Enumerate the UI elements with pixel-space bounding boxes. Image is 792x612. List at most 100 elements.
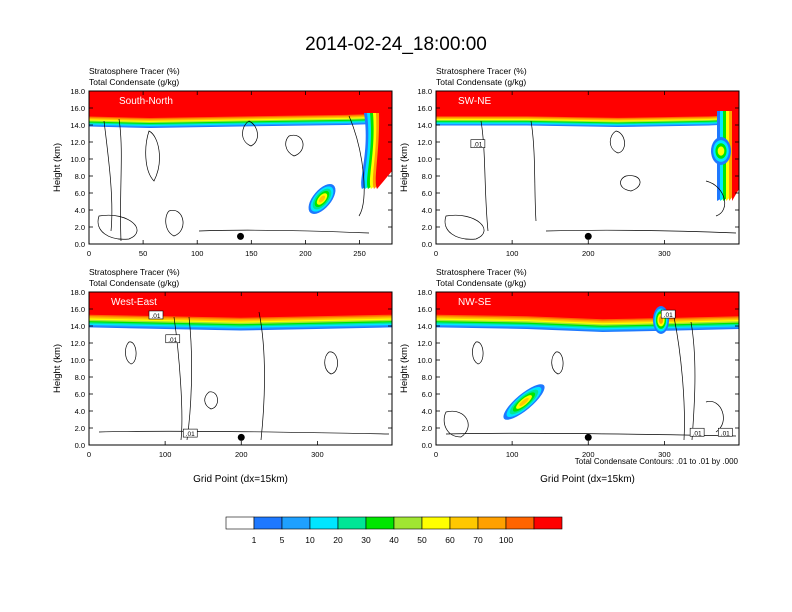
x-tick-label: 300 <box>658 249 671 258</box>
panel-subtitle: Stratosphere Tracer (%) <box>436 267 527 277</box>
panel-subtitle: Total Condensate (g/kg) <box>436 278 526 288</box>
plot-area: South-North 0.0 2.0 4.0 6.0 8.0 10.0 12.0 14.0 16… <box>70 87 393 258</box>
panel-label: West-East <box>111 297 157 308</box>
location-marker <box>237 232 244 240</box>
panel-subtitle: Total Condensate (g/kg) <box>89 77 179 87</box>
y-axis-label: Height (km) <box>52 143 63 192</box>
colorbar-label: 20 <box>333 535 343 545</box>
colorbar-swatch <box>337 516 367 530</box>
contour-label: .01 <box>693 430 702 437</box>
y-tick-label: 16.0 <box>417 104 432 113</box>
x-tick-label: 200 <box>299 249 312 258</box>
tracer-field <box>436 91 739 240</box>
x-tick-label: 0 <box>434 249 438 258</box>
y-tick-label: 4.0 <box>75 407 85 416</box>
tracer-blob <box>717 146 725 156</box>
y-tick-label: 16.0 <box>417 305 432 314</box>
colorbar-swatch <box>309 516 339 530</box>
condensate-contour <box>444 120 737 240</box>
x-tick-label: 100 <box>191 249 204 258</box>
x-tick-label: 50 <box>139 249 147 258</box>
colorbar-swatch <box>253 516 283 530</box>
y-tick-label: 12.0 <box>70 339 85 348</box>
panel-nw-se: Stratosphere Tracer (%)Total Condensate … <box>399 267 740 485</box>
colorbar-swatch <box>421 516 451 530</box>
x-tick-label: 200 <box>582 450 595 459</box>
contour-note: Total Condensate Contours: .01 to .01 by… <box>575 457 739 466</box>
colorbar-swatch <box>449 516 479 530</box>
colorbar-label: 100 <box>499 535 513 545</box>
x-tick-label: 300 <box>658 450 671 459</box>
colorbar-label: 10 <box>305 535 315 545</box>
y-tick-label: 18.0 <box>70 87 85 96</box>
plot-frame <box>88 291 393 446</box>
contour-label-box <box>182 428 198 438</box>
colorbar-swatch <box>477 516 507 530</box>
colorbar-swatch <box>533 516 563 530</box>
y-tick-label: 14.0 <box>417 322 432 331</box>
colorbar-swatch <box>365 516 395 530</box>
colorbar: 1 5 10 20 30 40 50 60 70 100 <box>225 516 563 545</box>
contour-label-box <box>470 139 486 149</box>
y-axis-label: Height (km) <box>399 143 410 192</box>
colorbar-label: 40 <box>389 535 399 545</box>
y-tick-label: 12.0 <box>417 339 432 348</box>
contour-label: .01 <box>664 312 673 319</box>
figure-title: 2014-02-24_18:00:00 <box>305 34 487 55</box>
y-tick-label: 4.0 <box>75 206 85 215</box>
y-tick-label: 10.0 <box>70 356 85 365</box>
contour-label-box <box>148 310 164 320</box>
tracer-band <box>375 113 392 189</box>
y-tick-label: 16.0 <box>70 104 85 113</box>
x-axis-label: Grid Point (dx=15km) <box>540 474 635 485</box>
contour-label: .01 <box>186 431 195 438</box>
panel-subtitle: Stratosphere Tracer (%) <box>436 66 527 76</box>
panel-subtitle: Total Condensate (g/kg) <box>436 77 526 87</box>
contour-label: .01 <box>151 313 160 320</box>
y-tick-label: 14.0 <box>70 322 85 331</box>
plot-frame <box>435 291 740 446</box>
y-tick-label: 14.0 <box>70 121 85 130</box>
y-tick-label: 10.0 <box>70 155 85 164</box>
colorbar-label: 1 <box>252 535 257 545</box>
y-tick-label: 6.0 <box>422 390 432 399</box>
location-marker <box>584 232 592 240</box>
y-tick-label: 8.0 <box>422 373 432 382</box>
x-tick-label: 0 <box>87 450 91 459</box>
panel-sw-ne: Stratosphere Tracer (%)Total Condensate … <box>399 66 740 258</box>
condensate-contour <box>97 115 370 242</box>
y-tick-label: 6.0 <box>422 189 432 198</box>
colorbar-swatch <box>225 516 255 530</box>
y-tick-label: 18.0 <box>70 288 85 297</box>
contour-label: .01 <box>473 142 482 149</box>
y-tick-label: 2.0 <box>422 223 432 232</box>
panel-subtitle: Stratosphere Tracer (%) <box>89 66 180 76</box>
y-tick-label: 10.0 <box>417 155 432 164</box>
y-tick-label: 0.0 <box>422 441 432 450</box>
x-tick-label: 100 <box>159 450 172 459</box>
y-tick-label: 12.0 <box>70 138 85 147</box>
y-tick-label: 14.0 <box>417 121 432 130</box>
colorbar-label: 70 <box>473 535 483 545</box>
y-tick-label: 0.0 <box>422 240 432 249</box>
y-tick-label: 8.0 <box>422 172 432 181</box>
location-marker <box>237 433 245 441</box>
plot-frame <box>435 90 740 245</box>
colorbar-swatch <box>505 516 535 530</box>
x-tick-label: 0 <box>87 249 91 258</box>
plot-area: NW-SE .01 .01 .01 0.0 2.0 4.0 6.0 8.0 10.0 12.0 14.… <box>417 288 740 459</box>
contour-label-box <box>689 427 705 437</box>
contour-label-box <box>165 334 181 344</box>
tracer-blob <box>519 397 529 407</box>
y-tick-label: 6.0 <box>75 189 85 198</box>
y-tick-label: 18.0 <box>417 87 432 96</box>
plot-area: SW-NE .01 0.0 2.0 4.0 6.0 8.0 10.0 12.0 14.0 16.0 1… <box>417 87 740 258</box>
x-tick-label: 100 <box>506 450 519 459</box>
y-tick-label: 0.0 <box>75 240 85 249</box>
colorbar-swatch <box>393 516 423 530</box>
x-tick-label: 250 <box>353 249 366 258</box>
y-tick-label: 10.0 <box>417 356 432 365</box>
colorbar-label: 30 <box>361 535 371 545</box>
y-tick-label: 4.0 <box>422 407 432 416</box>
